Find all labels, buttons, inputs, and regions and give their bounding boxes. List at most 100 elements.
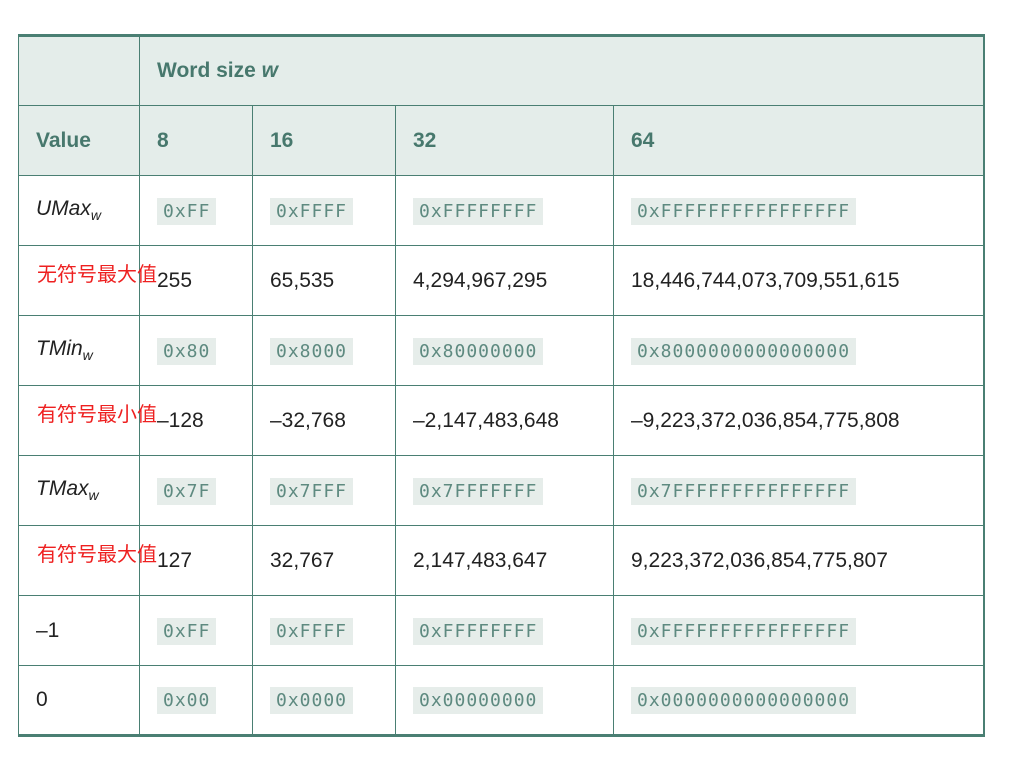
- value-cell-64: 0x7FFFFFFFFFFFFFFF: [613, 455, 984, 526]
- header-row-word-size: Word size w: [18, 35, 984, 106]
- annotation-note: 有符号最小值: [37, 402, 157, 426]
- decimal-value: 18,446,744,073,709,551,615: [631, 268, 900, 292]
- row-label-cell: TMinw: [18, 315, 140, 386]
- hex-value: 0x7FFF: [270, 477, 354, 505]
- decimal-value: –32,768: [270, 408, 346, 432]
- value-cell-64: 0xFFFFFFFFFFFFFFFF: [613, 595, 984, 666]
- decimal-value: 2,147,483,647: [413, 548, 548, 572]
- hex-value: 0xFFFFFFFFFFFFFFFF: [631, 197, 857, 225]
- value-cell-8: 0x7F: [139, 455, 253, 526]
- hex-value: 0xFFFFFFFFFFFFFFFF: [631, 617, 857, 645]
- table-row: 有符号最小值 –128 –32,768 –2,147,483,648 –9,223,37…: [18, 385, 984, 456]
- word-size-table: Word size w Value 8 16 32 64 UMaxw 0xFF 0x…: [18, 34, 985, 737]
- hex-value: 0x8000000000000000: [631, 337, 857, 365]
- hex-value: 0x80: [157, 337, 217, 365]
- annotation-note: 有符号最大值: [37, 542, 157, 566]
- row-label-cell: –1: [18, 595, 140, 666]
- decimal-value: –128: [157, 408, 204, 432]
- table-row: 无符号最大值 255 65,535 4,294,967,295 18,446,744,0…: [18, 245, 984, 316]
- table-row: –1 0xFF 0xFFFF 0xFFFFFFFF 0xFFFFFFFFFFFFFFFF: [18, 595, 984, 666]
- word-size-variable: w: [261, 59, 278, 82]
- table-row: 0 0x00 0x0000 0x00000000 0x0000000000000000: [18, 665, 984, 736]
- value-cell-32: 4,294,967,295: [395, 245, 614, 316]
- row-label-subscript: w: [82, 347, 93, 364]
- value-cell-16: 32,767: [252, 525, 396, 596]
- value-cell-8: 0x80: [139, 315, 253, 386]
- header-corner-cell: [18, 35, 140, 106]
- value-cell-32: 0xFFFFFFFF: [395, 175, 614, 246]
- hex-value: 0x0000000000000000: [631, 687, 857, 714]
- table-container: Word size w Value 8 16 32 64 UMaxw 0xFF 0x…: [18, 34, 985, 737]
- value-cell-16: –32,768: [252, 385, 396, 456]
- word-size-label: Word size: [157, 59, 262, 82]
- row-label-cell: UMaxw: [18, 175, 140, 246]
- decimal-value: 127: [157, 548, 193, 572]
- decimal-value: 4,294,967,295: [413, 268, 548, 292]
- value-cell-32: –2,147,483,648: [395, 385, 614, 456]
- decimal-value: 255: [157, 268, 193, 292]
- value-cell-16: 0x0000: [252, 665, 396, 736]
- hex-value: 0x7FFFFFFF: [413, 477, 544, 505]
- table-row: TMinw 0x80 0x8000 0x80000000 0x8000000000000…: [18, 315, 984, 386]
- hex-value: 0x00: [157, 687, 217, 714]
- decimal-value: 9,223,372,036,854,775,807: [631, 548, 888, 572]
- hex-value: 0xFFFF: [270, 617, 354, 645]
- row-label-cell: 无符号最大值: [18, 245, 157, 316]
- value-cell-8: 0xFF: [139, 175, 253, 246]
- value-cell-32: 0x7FFFFFFF: [395, 455, 614, 526]
- value-cell-8: –128: [139, 385, 253, 456]
- hex-value: 0x80000000: [413, 337, 544, 365]
- value-cell-64: 0x0000000000000000: [613, 665, 984, 736]
- row-label: –1: [36, 618, 60, 642]
- size-header-16: 16: [252, 105, 396, 176]
- decimal-value: –2,147,483,648: [413, 408, 559, 432]
- value-cell-32: 0xFFFFFFFF: [395, 595, 614, 666]
- value-cell-8: 0xFF: [139, 595, 253, 666]
- value-cell-64: 9,223,372,036,854,775,807: [613, 525, 984, 596]
- value-header: Value: [18, 105, 140, 176]
- value-cell-16: 0x8000: [252, 315, 396, 386]
- word-size-header: Word size w: [139, 35, 984, 106]
- value-cell-16: 0x7FFF: [252, 455, 396, 526]
- hex-value: 0x7FFFFFFFFFFFFFFF: [631, 477, 857, 505]
- row-label-subscript: w: [90, 207, 101, 224]
- hex-value: 0x00000000: [413, 687, 544, 714]
- value-cell-32: 0x80000000: [395, 315, 614, 386]
- row-label-cell: TMaxw: [18, 455, 140, 526]
- value-cell-64: 0xFFFFFFFFFFFFFFFF: [613, 175, 984, 246]
- hex-value: 0xFFFF: [270, 197, 354, 225]
- value-cell-32: 2,147,483,647: [395, 525, 614, 596]
- row-label-subscript: w: [88, 487, 99, 504]
- value-cell-16: 0xFFFF: [252, 175, 396, 246]
- hex-value: 0x8000: [270, 337, 354, 365]
- value-cell-8: 255: [139, 245, 253, 316]
- hex-value: 0x7F: [157, 477, 217, 505]
- table-row: UMaxw 0xFF 0xFFFF 0xFFFFFFFF 0xFFFFFFFFFFFFF…: [18, 175, 984, 246]
- decimal-value: –9,223,372,036,854,775,808: [631, 408, 900, 432]
- hex-value: 0x0000: [270, 687, 354, 714]
- value-cell-64: –9,223,372,036,854,775,808: [613, 385, 984, 456]
- size-header-8: 8: [139, 105, 253, 176]
- value-cell-8: 0x00: [139, 665, 253, 736]
- decimal-value: 32,767: [270, 548, 335, 572]
- hex-value: 0xFFFFFFFF: [413, 617, 544, 645]
- annotation-note: 无符号最大值: [37, 262, 157, 286]
- header-row-sizes: Value 8 16 32 64: [18, 105, 984, 176]
- value-cell-32: 0x00000000: [395, 665, 614, 736]
- row-label-cell: 有符号最小值: [18, 385, 157, 456]
- hex-value: 0xFFFFFFFF: [413, 197, 544, 225]
- value-cell-16: 65,535: [252, 245, 396, 316]
- size-header-64: 64: [613, 105, 984, 176]
- size-header-32: 32: [395, 105, 614, 176]
- row-label: TMin: [36, 337, 83, 361]
- row-label: 0: [36, 688, 48, 711]
- hex-value: 0xFF: [157, 617, 217, 645]
- value-cell-64: 18,446,744,073,709,551,615: [613, 245, 984, 316]
- row-label: TMax: [36, 477, 89, 501]
- row-label: UMax: [36, 197, 91, 221]
- table-row: 有符号最大值 127 32,767 2,147,483,647 9,223,372,03…: [18, 525, 984, 596]
- value-cell-64: 0x8000000000000000: [613, 315, 984, 386]
- value-cell-16: 0xFFFF: [252, 595, 396, 666]
- row-label-cell: 0: [18, 665, 140, 736]
- row-label-cell: 有符号最大值: [18, 525, 157, 596]
